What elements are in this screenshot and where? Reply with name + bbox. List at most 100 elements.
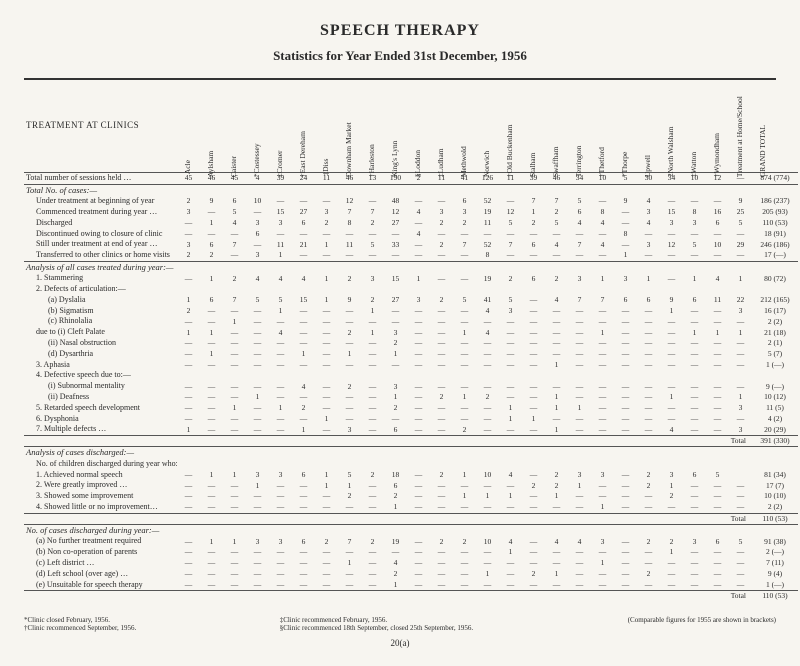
cell: 3 — [177, 207, 200, 218]
cell: 3 — [637, 207, 660, 218]
cell: 9 — [614, 196, 637, 207]
row-label: (a) No further treatment required — [24, 536, 177, 547]
cell: — — [361, 349, 384, 360]
cell: — — [269, 424, 292, 435]
column-header: Upwell — [637, 80, 660, 173]
cell: 6 — [384, 480, 407, 491]
cell: — — [361, 392, 384, 403]
cell: 3 — [269, 470, 292, 481]
cell: — — [223, 381, 246, 392]
cell: 11 (5) — [752, 403, 798, 414]
cell: — — [292, 229, 315, 240]
cell: — — [660, 558, 683, 569]
cell: — — [706, 502, 729, 513]
cell: — — [545, 414, 568, 425]
page-title: SPEECH THERAPY — [24, 22, 776, 40]
cell: — — [476, 349, 499, 360]
cell: — — [315, 360, 338, 371]
cell: — — [292, 580, 315, 591]
cell: — — [568, 316, 591, 327]
cell: 4 — [660, 424, 683, 435]
row-label: 7. Multiple defects … — [24, 424, 177, 435]
cell: — — [522, 502, 545, 513]
cell: 3 — [246, 536, 269, 547]
cell: — — [522, 491, 545, 502]
cell: — — [614, 424, 637, 435]
section-header: Analysis of cases discharged:— — [24, 447, 177, 459]
cell: — — [453, 580, 476, 591]
cell: — — [407, 327, 430, 338]
cell: — — [223, 547, 246, 558]
cell: 52 — [476, 196, 499, 207]
cell: — — [361, 547, 384, 558]
cell: — — [683, 403, 706, 414]
cell: — — [683, 569, 706, 580]
cell: 1 — [223, 536, 246, 547]
cell: — — [568, 360, 591, 371]
cell: — — [453, 338, 476, 349]
cell: — — [200, 547, 223, 558]
cell: — — [637, 392, 660, 403]
cell: — — [637, 580, 660, 591]
cell: 7 — [338, 536, 361, 547]
row-label: 4. Showed little or no improvement… — [24, 502, 177, 513]
cell: 2 — [338, 273, 361, 284]
row-label: due to (i) Cleft Palate — [24, 327, 177, 338]
cell: — — [223, 392, 246, 403]
row-label: (d) Dysarthria — [24, 349, 177, 360]
row-label: 1. Achieved normal speech — [24, 470, 177, 481]
cell: 1 — [269, 403, 292, 414]
cell: 1 — [499, 414, 522, 425]
row-label: (c) Left district … — [24, 558, 177, 569]
cell: 9 (4) — [752, 569, 798, 580]
cell: — — [361, 338, 384, 349]
cell: 3 — [177, 239, 200, 250]
cell: — — [614, 349, 637, 360]
cell: 91 (38) — [752, 536, 798, 547]
cell: 4 — [545, 536, 568, 547]
cell — [522, 284, 545, 295]
cell — [292, 370, 315, 381]
cell: — — [683, 381, 706, 392]
cell: 3 — [637, 239, 660, 250]
cell: 2 — [637, 470, 660, 481]
cell: — — [430, 327, 453, 338]
cell — [361, 459, 384, 470]
cell — [200, 459, 223, 470]
cell: 7 — [223, 239, 246, 250]
cell: — — [499, 580, 522, 591]
cell: 2 — [384, 403, 407, 414]
cell: 2 — [476, 392, 499, 403]
cell: — — [292, 392, 315, 403]
cell: 2 — [315, 218, 338, 229]
cell: — — [338, 403, 361, 414]
cell: — — [706, 349, 729, 360]
cell: 11 — [706, 295, 729, 306]
cell: 212 (165) — [752, 295, 798, 306]
cell: — — [200, 480, 223, 491]
cell: 3 — [591, 536, 614, 547]
cell: — — [568, 250, 591, 261]
cell: 1 — [591, 327, 614, 338]
cell: — — [407, 547, 430, 558]
row-label: 5. Retarded speech development — [24, 403, 177, 414]
cell: 3 — [361, 273, 384, 284]
cell: 5 (7) — [752, 349, 798, 360]
cell: — — [545, 327, 568, 338]
cell: — — [246, 580, 269, 591]
cell: — — [476, 338, 499, 349]
section-header: Analysis of all cases treated during yea… — [24, 261, 177, 273]
cell: 1 — [476, 491, 499, 502]
cell: 9 (—) — [752, 381, 798, 392]
cell: — — [246, 338, 269, 349]
cell: — — [407, 403, 430, 414]
cell: 7 — [522, 196, 545, 207]
cell: — — [706, 480, 729, 491]
cell: — — [683, 196, 706, 207]
cell: 8 — [338, 218, 361, 229]
cell: — — [384, 250, 407, 261]
cell: — — [177, 338, 200, 349]
cell: 1 — [522, 207, 545, 218]
cell: — — [453, 381, 476, 392]
column-header: †East Dereham — [292, 80, 315, 173]
